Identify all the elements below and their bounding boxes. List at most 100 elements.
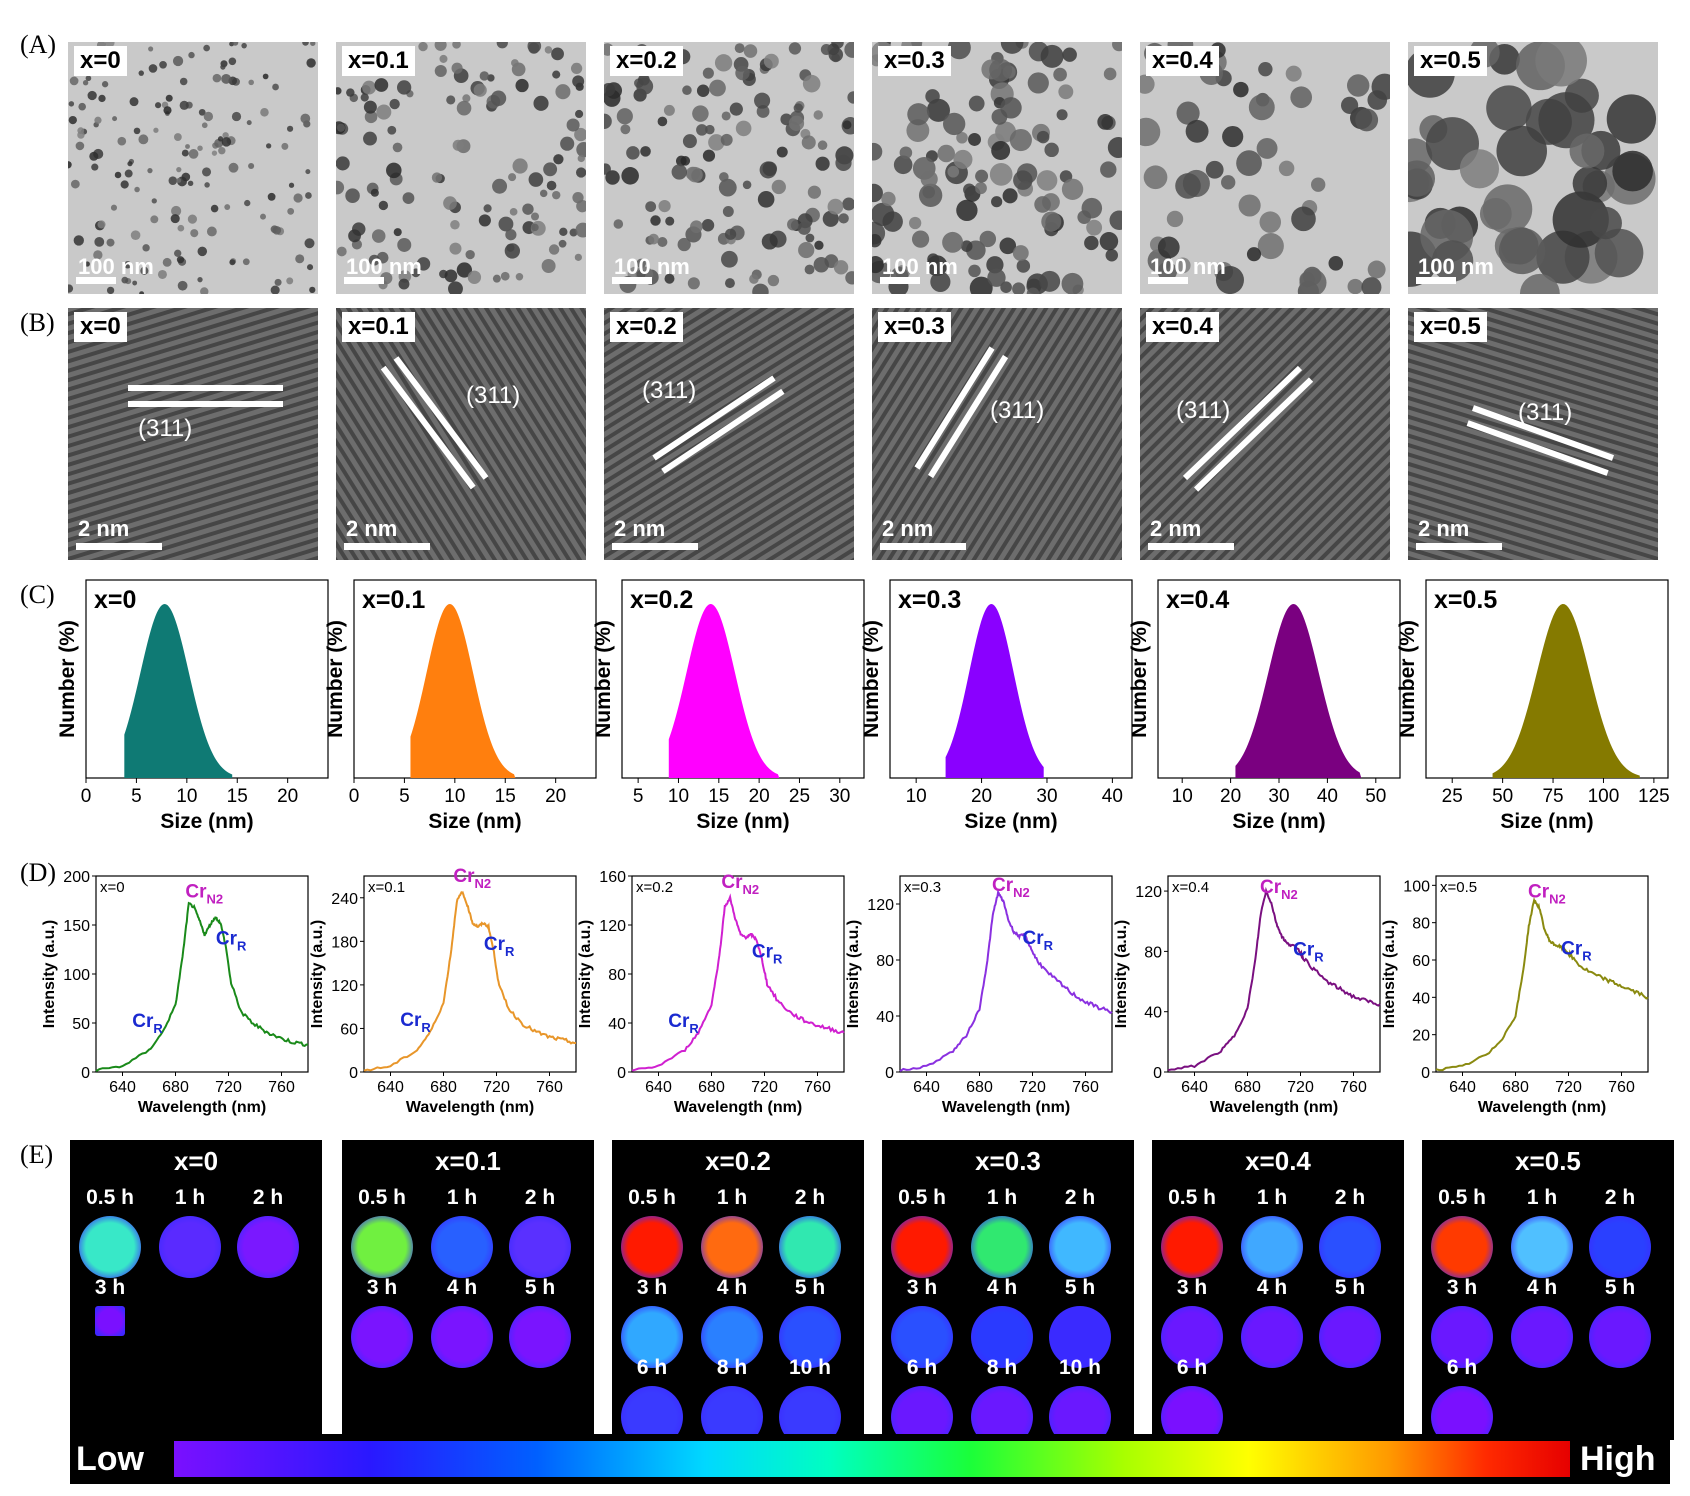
- spectrum-line: [95, 901, 309, 1072]
- sample-tag: x=0.3: [898, 586, 961, 614]
- nanoparticle: [345, 188, 360, 203]
- fringe-line: [1140, 308, 1390, 560]
- nanoparticle: [101, 81, 109, 88]
- distribution-area: [945, 604, 1044, 778]
- row-label-d: (D): [20, 858, 57, 887]
- fringe-line: [1408, 474, 1658, 560]
- time-label: 5 h: [1334, 1276, 1366, 1299]
- nanoparticle: [881, 191, 896, 207]
- nanoparticle: [798, 241, 815, 259]
- nanoparticle: [147, 167, 153, 174]
- hrtem-image: (311) x=0 2 nm: [68, 308, 318, 560]
- nanoparticle: [1041, 211, 1062, 232]
- x-tick-label: 760: [1072, 1079, 1099, 1096]
- y-tick-label: 20: [1412, 1028, 1430, 1045]
- fringe-line: [1408, 388, 1658, 556]
- nanoparticle: [246, 120, 252, 126]
- x-tick-label: 720: [483, 1079, 510, 1096]
- nanoparticle: [702, 149, 716, 162]
- time-label: 8 h: [716, 1356, 748, 1379]
- fringe-line: [336, 308, 544, 560]
- fringe-line: [1140, 308, 1390, 560]
- fringe-line: [872, 308, 1060, 560]
- nanoparticle: [761, 233, 778, 250]
- nanoparticle: [735, 65, 750, 81]
- fringe-line: [1140, 308, 1390, 560]
- nanoparticle: [288, 182, 295, 188]
- fringe-line: [1408, 431, 1658, 560]
- x-tick-label: 30: [1268, 786, 1289, 807]
- nanoparticle: [73, 235, 84, 246]
- nanoparticle: [134, 186, 140, 193]
- nanoparticle: [267, 192, 276, 201]
- nanoparticle: [724, 228, 737, 240]
- nanoparticle: [636, 258, 646, 269]
- nanoparticle: [953, 149, 973, 169]
- fringe-line: [68, 428, 318, 560]
- sample-tag: x=0: [74, 312, 127, 342]
- y-tick-label: 120: [1135, 884, 1162, 901]
- nanoparticle: [228, 162, 239, 173]
- distribution-area: [410, 604, 516, 778]
- nanoparticle: [1408, 160, 1436, 197]
- nanoparticle: [613, 219, 624, 229]
- nanoparticle: [306, 264, 314, 271]
- nanoparticle: [574, 127, 586, 142]
- x-tick-label: 20: [545, 786, 566, 807]
- luminescence-spot: [971, 1306, 1033, 1368]
- nanoparticle: [242, 258, 250, 266]
- nanoparticle: [295, 254, 305, 264]
- emission-spectrum-chart: 640 680 720 760 0 60 120 180 240 Wavelength (nm) I…: [302, 866, 586, 1116]
- size-distribution-plot: 10 20 30 40 Size (nm) Number (%) x=0.3: [840, 576, 1134, 833]
- time-label: 3 h: [906, 1276, 938, 1299]
- imaging-panel: x=0.1 0.5 h 1 h 2 h 3 h 4 h 5 h: [342, 1140, 594, 1440]
- luminescence-spot: [1431, 1216, 1493, 1278]
- fringe-line: [1140, 308, 1390, 555]
- colorbar-low-label: Low: [76, 1440, 144, 1478]
- fringe-line: [68, 308, 318, 407]
- row-label-c: (C): [20, 580, 55, 609]
- nanoparticle: [309, 286, 316, 294]
- nanoparticle: [657, 116, 668, 127]
- sample-tag: x=0.2: [636, 879, 673, 896]
- nanoparticle: [1061, 272, 1084, 294]
- nanoparticle: [974, 182, 987, 195]
- fringe-line: [1140, 308, 1387, 549]
- nanoparticle: [576, 167, 586, 178]
- nanoparticle: [1009, 128, 1032, 152]
- nanoparticle: [626, 146, 640, 160]
- fringe-line: [336, 308, 586, 560]
- time-label: 6 h: [636, 1356, 668, 1379]
- nanoparticle: [734, 43, 745, 54]
- y-tick-label: 80: [608, 967, 626, 984]
- fringe-line: [872, 308, 1098, 560]
- plot-frame: [95, 875, 309, 1073]
- nanoparticle: [392, 142, 403, 153]
- sample-tag: x=0.5: [1440, 879, 1477, 896]
- fringe-line: [336, 308, 586, 560]
- nanoparticle: [498, 216, 514, 232]
- fringe-line: [68, 342, 318, 510]
- fringe-line: [68, 359, 318, 527]
- nanoparticle: [682, 85, 692, 95]
- nanoparticle: [1328, 256, 1344, 271]
- tem-image: x=0.1 100 nm: [336, 42, 586, 294]
- x-tick-label: 20: [1220, 786, 1241, 807]
- plane-label: (311): [466, 382, 520, 409]
- imaging-panel: x=0.3 0.5 h 1 h 2 h 3 h 4 h 5 h 6 h 8 h 10 h: [882, 1140, 1134, 1448]
- nanoparticle: [559, 227, 568, 237]
- nanoparticle: [842, 120, 852, 130]
- nanoparticle: [177, 280, 188, 291]
- nanoparticle: [1109, 210, 1122, 230]
- nanoparticle: [927, 253, 940, 266]
- fringe-line: [604, 308, 854, 560]
- x-tick-label: 50: [1365, 786, 1386, 807]
- nanoparticle: [749, 274, 759, 284]
- x-tick-label: 15: [227, 786, 248, 807]
- y-axis-label: Intensity (a.u.): [1113, 920, 1130, 1028]
- nanoparticle: [229, 259, 236, 266]
- nanoparticle: [97, 220, 106, 229]
- nanoparticle: [522, 203, 534, 215]
- nanoparticle: [1140, 74, 1155, 94]
- nanoparticle: [1016, 259, 1031, 273]
